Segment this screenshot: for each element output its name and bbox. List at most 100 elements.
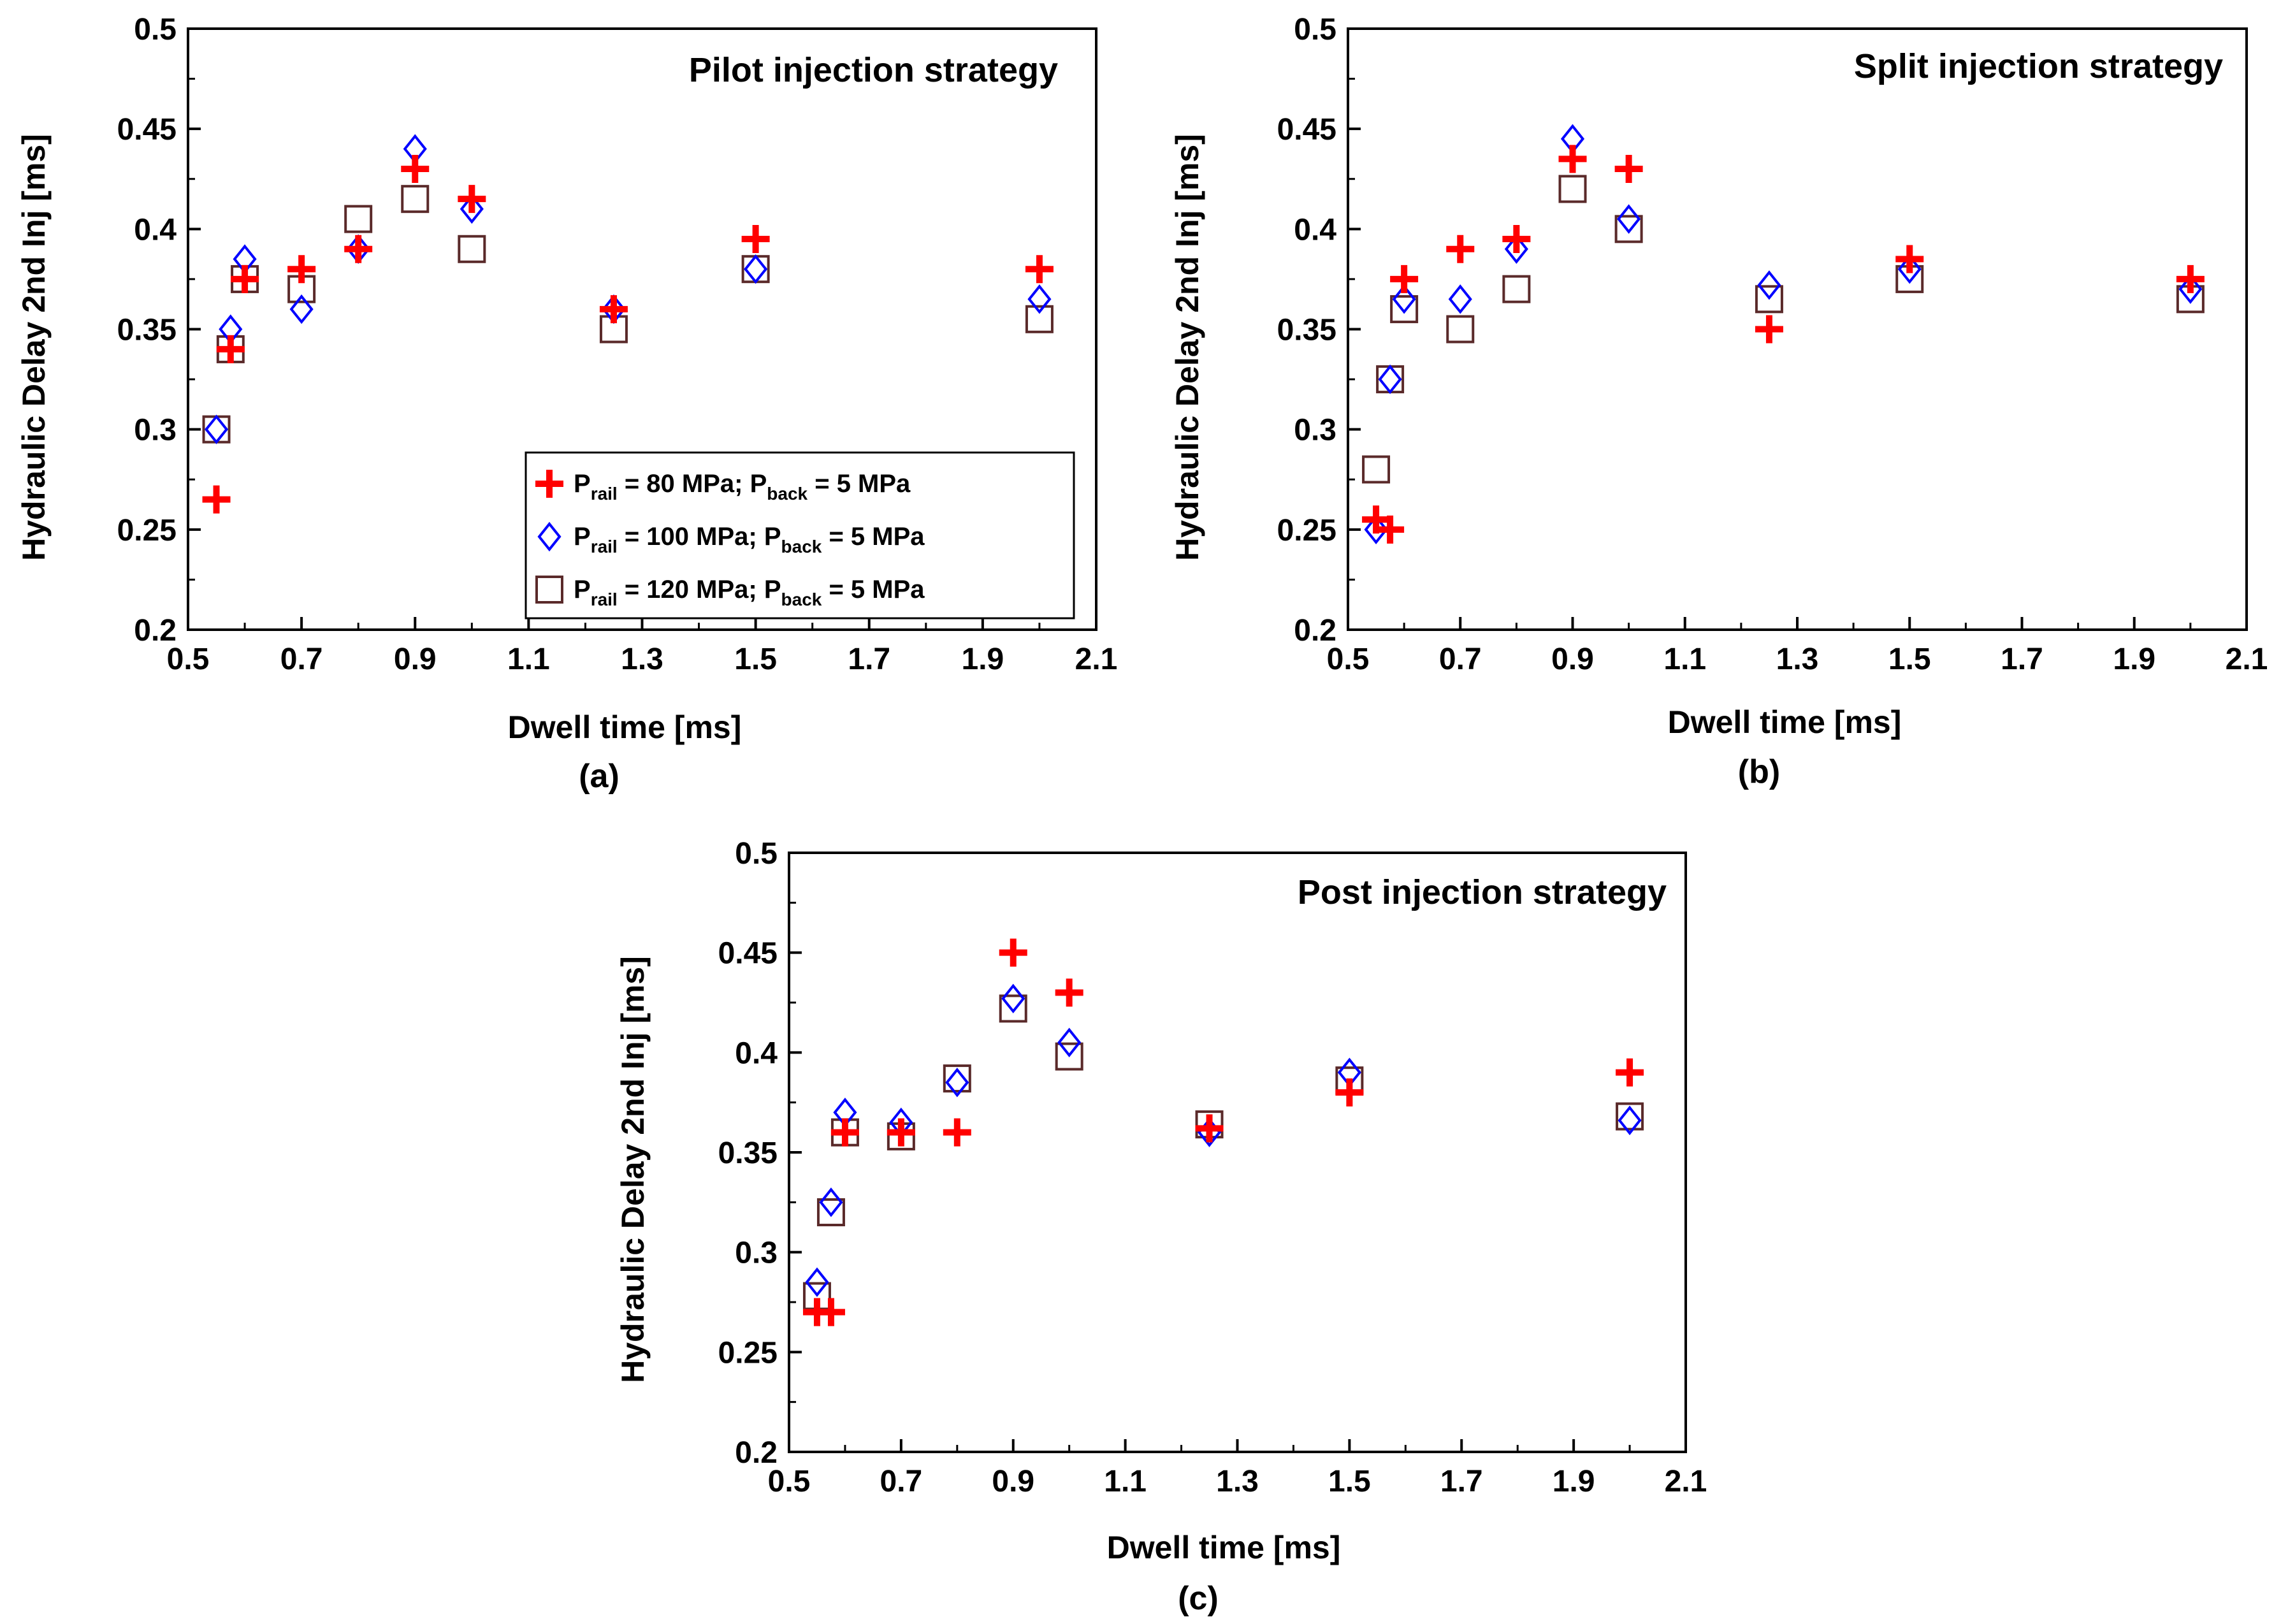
legend-entry-100: Prail = 100 MPa; Pback = 5 MPa [574, 523, 925, 556]
x-tick-label: 2.1 [2226, 642, 2268, 676]
y-tick-label: 0.2 [1294, 614, 1336, 648]
x-tick-label: 1.3 [621, 642, 663, 676]
data-point-diamond [1504, 234, 1528, 264]
x-tick-label: 0.7 [1439, 642, 1482, 676]
y-tick-label: 0.35 [1277, 314, 1336, 347]
x-tick-label: 1.3 [1776, 642, 1819, 676]
legend-marker-80 [535, 470, 563, 498]
data-point-diamond [460, 194, 484, 224]
y-tick-label: 0.35 [718, 1136, 778, 1170]
data-point-square [816, 1198, 845, 1226]
x-axis-title-b: Dwell time [ms] [1668, 704, 1902, 740]
x-tick-label: 2.1 [1075, 642, 1118, 676]
data-point-diamond [1392, 284, 1416, 314]
data-point-diamond [1364, 514, 1388, 545]
data-point-square [401, 185, 430, 214]
y-axis-title-a: Hydraulic Delay 2nd Inj [ms] [16, 134, 52, 561]
x-tick-label: 1.7 [2001, 642, 2043, 676]
y-tick-label: 0.45 [1277, 113, 1336, 147]
x-tick-label: 2.1 [1665, 1465, 1707, 1498]
data-point-diamond [1057, 1027, 1082, 1057]
y-tick-label: 0.3 [134, 414, 177, 447]
data-point-plus [999, 938, 1027, 967]
plot-frame [1347, 27, 2248, 631]
legend-marker-plus [535, 470, 563, 498]
data-point-plus [1446, 235, 1475, 263]
legend-entry-120: Prail = 120 MPa; Pback = 5 MPa [574, 576, 925, 609]
data-point-square [1025, 305, 1054, 333]
data-point-diamond [1897, 254, 1922, 284]
y-tick-label: 0.3 [1294, 414, 1336, 447]
data-point-diamond [945, 1068, 969, 1098]
data-point-diamond [805, 1267, 829, 1297]
legend-box [525, 451, 1075, 620]
data-point-plus [2176, 265, 2205, 293]
data-point-square [1055, 1042, 1083, 1071]
legend-marker-diamond [537, 521, 561, 552]
data-point-diamond [1757, 270, 1781, 300]
data-point-diamond [1448, 284, 1472, 314]
y-tick-label: 0.5 [1294, 13, 1336, 47]
data-point-plus [344, 235, 373, 263]
data-point-plus [216, 335, 245, 363]
x-tick-label: 1.1 [1663, 642, 1706, 676]
legend-entry-80: Prail = 80 MPa; Pback = 5 MPa [574, 470, 911, 504]
x-axis-title-c: Dwell time [ms] [1107, 1530, 1341, 1565]
plot-frame [788, 852, 1687, 1453]
data-point-diamond [289, 294, 314, 324]
x-tick-label: 0.9 [992, 1465, 1034, 1498]
panel-label-a: (a) [579, 758, 619, 795]
x-tick-label: 1.9 [1553, 1465, 1595, 1498]
data-point-plus [1895, 245, 1924, 273]
data-point-diamond [1027, 284, 1052, 314]
panel-label-b: (b) [1738, 753, 1780, 790]
data-point-plus [401, 155, 430, 184]
y-tick-label: 0.35 [117, 314, 177, 347]
data-point-plus [1376, 515, 1405, 544]
data-point-square [1362, 455, 1391, 484]
x-tick-label: 1.1 [507, 642, 550, 676]
data-point-square [1614, 215, 1643, 243]
data-point-square [1446, 315, 1475, 344]
x-tick-label: 1.9 [962, 642, 1004, 676]
y-tick-label: 0.5 [134, 13, 177, 47]
panel-c: 0.5 0.7 0.9 1.1 1.3 1.5 1.7 1.9 2.1 0.2 0.25 0.3 0.3… [615, 837, 1707, 1617]
data-point-diamond [2178, 274, 2203, 304]
data-point-square [1502, 275, 1531, 303]
data-point-plus [231, 265, 259, 293]
data-point-square [1390, 295, 1419, 324]
data-point-diamond [744, 254, 768, 284]
x-tick-label: 0.7 [880, 1465, 923, 1498]
data-point-square [999, 994, 1027, 1023]
x-tick-label: 0.9 [394, 642, 437, 676]
data-point-plus [816, 1298, 845, 1326]
x-tick-label: 0.7 [280, 642, 323, 676]
y-tick-label: 0.5 [735, 837, 778, 871]
data-point-plus [1390, 265, 1419, 293]
data-point-plus [1055, 978, 1083, 1007]
y-tick-label: 0.2 [735, 1436, 778, 1470]
y-axis-title-c: Hydraulic Delay 2nd Inj [ms] [615, 956, 651, 1383]
data-point-diamond [204, 414, 229, 444]
y-tick-label: 0.45 [117, 113, 177, 147]
data-point-plus [887, 1118, 915, 1147]
data-point-diamond [1001, 983, 1025, 1013]
x-axis-title-a: Dwell time [ms] [508, 709, 742, 745]
panel-label-c: (c) [1178, 1580, 1219, 1617]
data-point-square [344, 205, 373, 233]
data-point-square [1755, 285, 1783, 314]
y-tick-label: 0.3 [735, 1236, 778, 1270]
data-point-square [1616, 1102, 1644, 1131]
plot-area-c: 0.5 0.7 0.9 1.1 1.3 1.5 1.7 1.9 2.1 0.2 0.25 0.3 0.3… [718, 837, 1707, 1498]
x-tick-label: 0.5 [1327, 642, 1370, 676]
x-tick-label: 1.7 [848, 642, 890, 676]
chart-title-c: Post injection strategy [1298, 873, 1667, 911]
y-tick-label: 0.25 [1277, 514, 1336, 547]
data-point-plus [741, 225, 770, 254]
x-tick-label: 1.3 [1216, 1465, 1259, 1498]
x-tick-label: 1.7 [1440, 1465, 1483, 1498]
y-tick-label: 0.4 [1294, 213, 1336, 247]
legend-marker-120 [535, 576, 563, 604]
data-point-square [1558, 175, 1587, 203]
plot-area-b: 0.5 0.7 0.9 1.1 1.3 1.5 1.7 1.9 2.1 0.2 0.25 0.3 0.3… [1277, 13, 2268, 676]
